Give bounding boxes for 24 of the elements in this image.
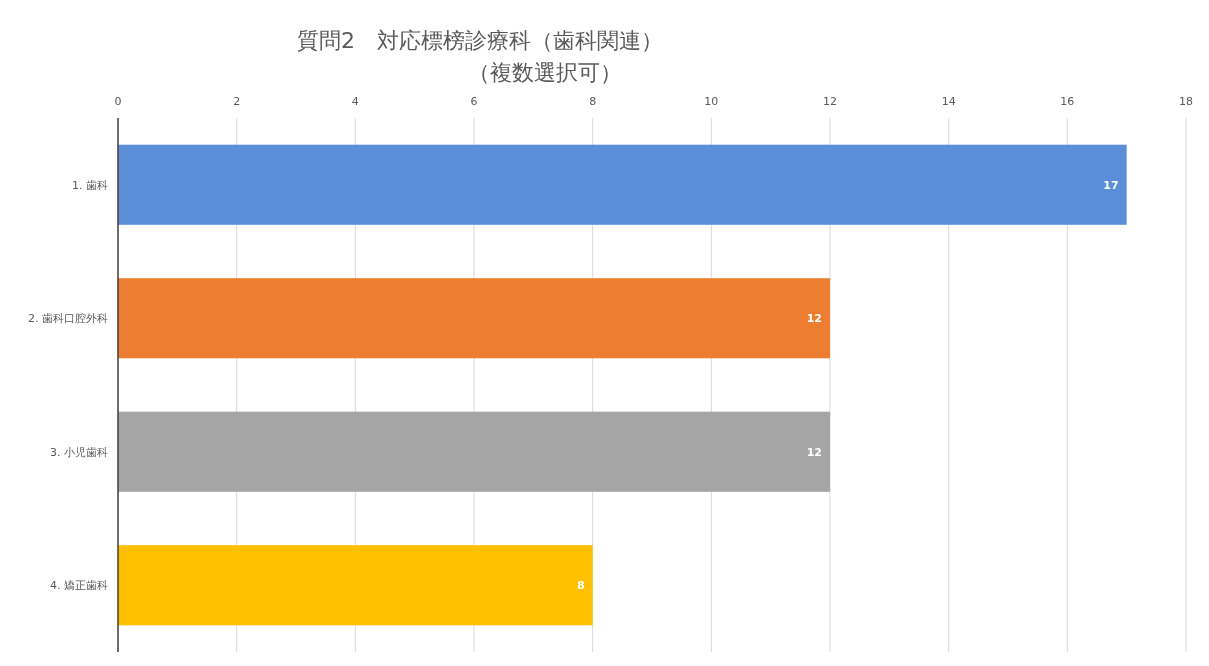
data-label: 12 <box>806 312 822 326</box>
data-label: 12 <box>806 445 822 459</box>
y-tick-label: 2. 歯科口腔外科 <box>28 312 108 326</box>
y-tick-label: 3. 小児歯科 <box>50 445 108 459</box>
bar <box>118 411 830 492</box>
chart-title: 質問2 対応標榜診療科（歯科関連） <box>297 28 663 53</box>
bar <box>118 278 830 359</box>
x-tick-label: 16 <box>1060 95 1075 108</box>
x-tick-label: 14 <box>941 95 956 108</box>
x-tick-label: 10 <box>704 95 719 108</box>
data-label: 8 <box>577 579 585 593</box>
x-tick-label: 6 <box>470 95 478 108</box>
x-tick-label: 4 <box>351 95 359 108</box>
x-tick-label: 18 <box>1179 95 1193 108</box>
chart-subtitle: （複数選択可） <box>468 60 622 85</box>
x-tick-label: 12 <box>823 95 837 108</box>
y-tick-label: 4. 矯正歯科 <box>50 579 108 593</box>
x-tick-label: 0 <box>114 95 122 108</box>
bar <box>118 545 593 626</box>
y-tick-label: 1. 歯科 <box>72 178 108 192</box>
data-label: 17 <box>1103 178 1119 192</box>
bar <box>118 144 1127 225</box>
x-tick-label: 8 <box>589 95 597 108</box>
x-tick-label: 2 <box>233 95 241 108</box>
